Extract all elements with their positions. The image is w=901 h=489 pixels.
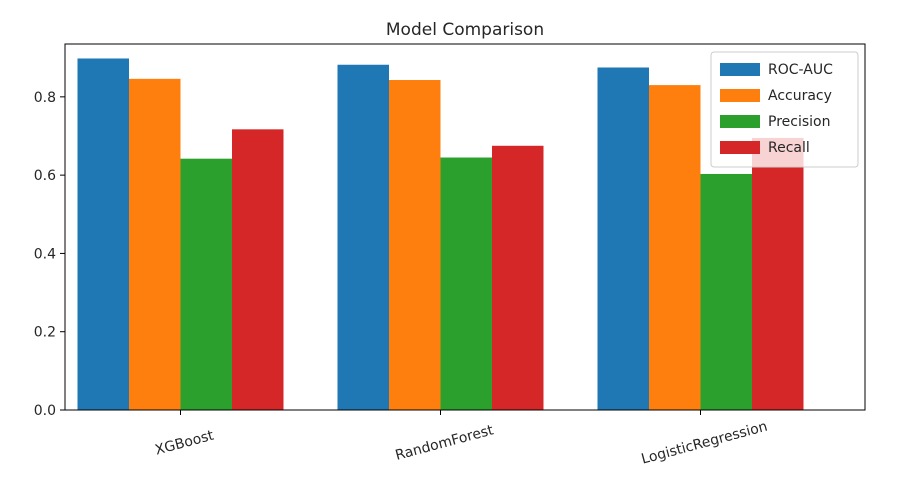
bar-recall-logisticregression [752,137,804,410]
y-tick-label: 0.0 [34,403,56,419]
bar-roc-auc-logisticregression [597,67,649,411]
y-tick-label: 0.8 [34,90,56,106]
y-tick-label: 0.2 [34,325,56,341]
bar-recall-randomforest [492,145,544,410]
legend-swatch-precision [720,115,760,128]
legend-swatch-roc-auc [720,63,760,76]
bar-roc-auc-randomforest [337,64,389,410]
x-tick-label-logisticregression: LogisticRegression [640,419,770,468]
y-tick-label: 0.6 [34,168,56,184]
bar-precision-randomforest [440,157,492,410]
chart-title: Model Comparison [386,20,544,40]
bar-roc-auc-xgboost [77,58,129,410]
y-tick-label: 0.4 [34,246,56,262]
legend-swatch-accuracy [720,89,760,102]
legend-swatch-recall [720,141,760,154]
legend-label-recall: Recall [768,140,810,156]
legend-frame [710,51,859,168]
legend-label-roc-auc: ROC-AUC [768,62,833,78]
bar-recall-xgboost [232,129,284,410]
legend-label-precision: Precision [768,114,830,130]
axes-frame [64,43,866,411]
bar-accuracy-randomforest [389,80,441,410]
bar-precision-logisticregression [700,173,752,410]
legend-label-accuracy: Accuracy [768,88,832,104]
x-tick-label-xgboost: XGBoost [153,428,216,459]
bar-accuracy-xgboost [129,78,181,410]
bar-accuracy-logisticregression [649,85,701,410]
plot-area: 0.0 0.2 0.4 0.6 0.8 XGBoost RandomForest Logist… [34,58,804,468]
x-tick-label-randomforest: RandomForest [394,422,496,464]
bar-precision-xgboost [180,158,232,410]
legend: ROC-AUC Accuracy Precision Recall [710,51,859,168]
